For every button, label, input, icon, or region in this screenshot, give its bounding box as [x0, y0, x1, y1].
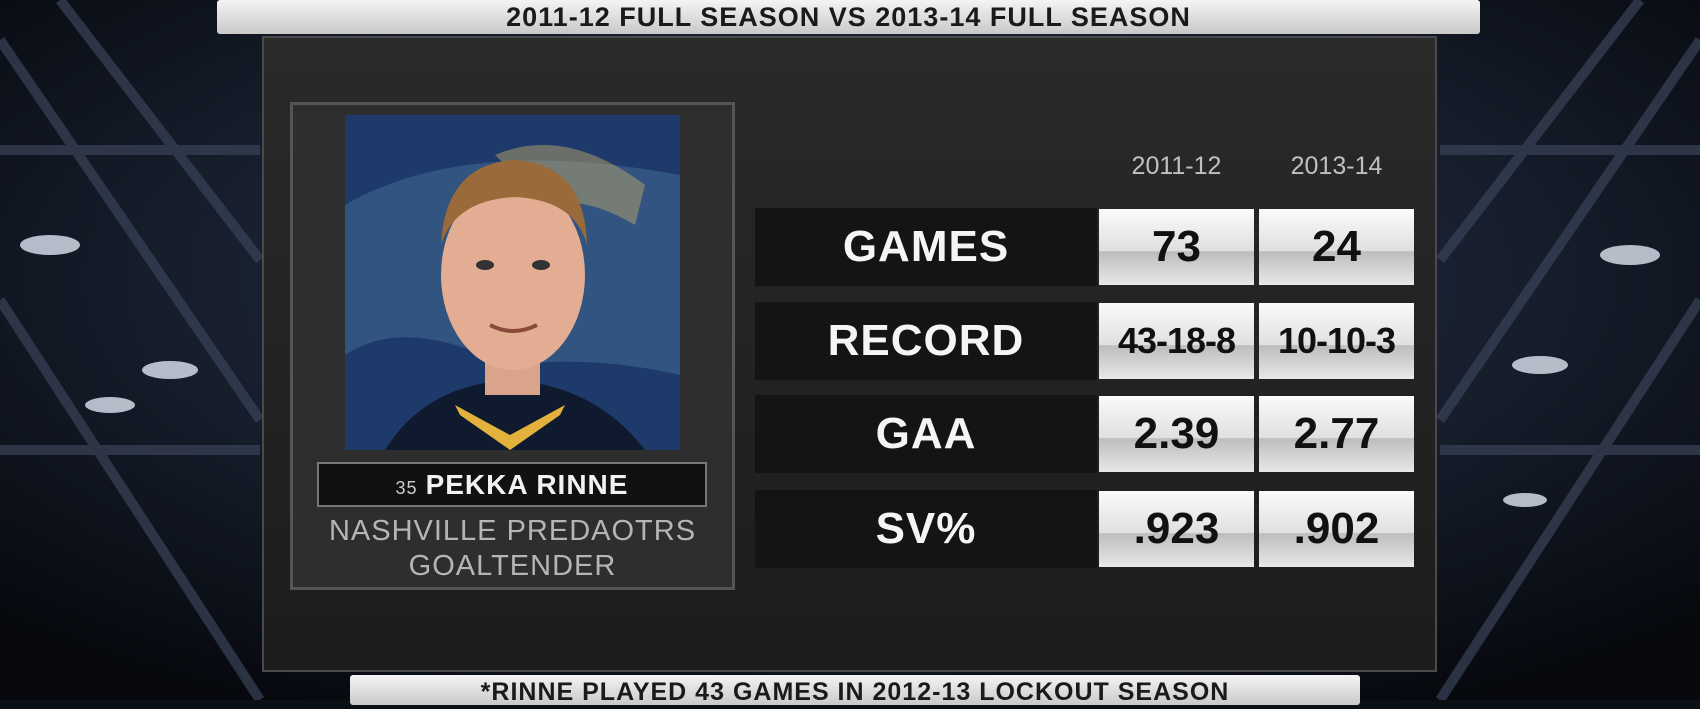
- player-name: PEKKA RINNE: [425, 469, 629, 500]
- player-team: NASHVILLE PREDAOTRS: [328, 515, 697, 547]
- title-banner: 2011-12 FULL SEASON VS 2013-14 FULL SEAS…: [217, 0, 1480, 34]
- player-number: 35: [395, 478, 418, 498]
- stat-label: SV%: [755, 490, 1097, 568]
- player-photo: [345, 115, 680, 450]
- footnote-banner: *RINNE PLAYED 43 GAMES IN 2012-13 LOCKOU…: [350, 675, 1360, 706]
- player-name-bar: 35 PEKKA RINNE: [317, 462, 707, 507]
- stat-value: 43-18-8: [1099, 303, 1254, 379]
- stat-label: RECORD: [755, 302, 1097, 380]
- stat-value: .902: [1259, 491, 1414, 567]
- stat-label: GAA: [755, 395, 1097, 473]
- stat-value: 73: [1099, 209, 1254, 285]
- stat-value: 2.77: [1259, 396, 1414, 472]
- stat-value: 10-10-3: [1259, 303, 1414, 379]
- stat-label: GAMES PLAYED: [755, 208, 1097, 349]
- stat-value: 24: [1259, 209, 1414, 285]
- stat-value: .923: [1099, 491, 1254, 567]
- player-position: GOALTENDER: [408, 550, 617, 582]
- column-header: 2013-14: [1290, 152, 1383, 180]
- column-header: 2011-12: [1131, 152, 1222, 180]
- stat-value: 2.39: [1099, 396, 1254, 472]
